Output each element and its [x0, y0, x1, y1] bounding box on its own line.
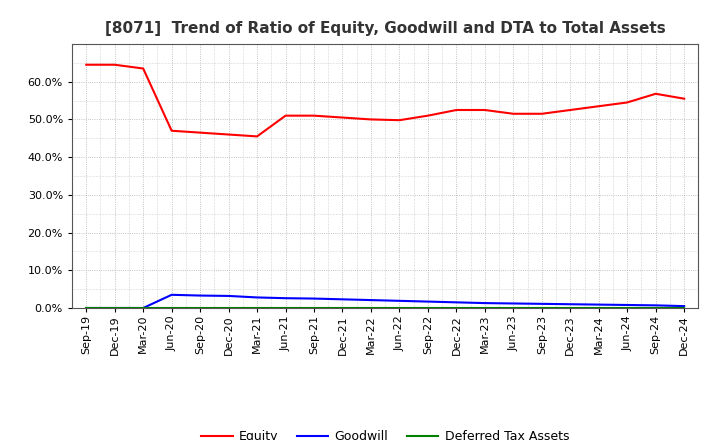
Deferred Tax Assets — [423, 305, 432, 311]
Goodwill — [310, 296, 318, 301]
Deferred Tax Assets — [196, 305, 204, 311]
Equity — [225, 132, 233, 137]
Deferred Tax Assets — [253, 305, 261, 311]
Equity — [652, 91, 660, 96]
Goodwill — [652, 303, 660, 308]
Equity — [509, 111, 518, 117]
Equity — [452, 107, 461, 113]
Line: Equity: Equity — [86, 65, 684, 136]
Goodwill — [680, 304, 688, 309]
Goodwill — [196, 293, 204, 298]
Equity — [82, 62, 91, 67]
Equity — [595, 103, 603, 109]
Goodwill — [595, 302, 603, 307]
Equity — [282, 113, 290, 118]
Deferred Tax Assets — [680, 305, 688, 311]
Goodwill — [82, 305, 91, 311]
Goodwill — [167, 292, 176, 297]
Deferred Tax Assets — [139, 305, 148, 311]
Deferred Tax Assets — [366, 305, 375, 311]
Equity — [366, 117, 375, 122]
Goodwill — [139, 305, 148, 311]
Goodwill — [253, 295, 261, 300]
Goodwill — [366, 297, 375, 303]
Deferred Tax Assets — [509, 305, 518, 311]
Deferred Tax Assets — [310, 305, 318, 311]
Deferred Tax Assets — [225, 305, 233, 311]
Legend: Equity, Goodwill, Deferred Tax Assets: Equity, Goodwill, Deferred Tax Assets — [197, 425, 574, 440]
Deferred Tax Assets — [452, 305, 461, 311]
Goodwill — [282, 296, 290, 301]
Deferred Tax Assets — [338, 305, 347, 311]
Deferred Tax Assets — [652, 305, 660, 311]
Goodwill — [338, 297, 347, 302]
Equity — [110, 62, 119, 67]
Deferred Tax Assets — [537, 305, 546, 311]
Equity — [680, 96, 688, 101]
Equity — [253, 134, 261, 139]
Goodwill — [509, 301, 518, 306]
Deferred Tax Assets — [566, 305, 575, 311]
Title: [8071]  Trend of Ratio of Equity, Goodwill and DTA to Total Assets: [8071] Trend of Ratio of Equity, Goodwil… — [105, 21, 665, 36]
Equity — [310, 113, 318, 118]
Goodwill — [395, 298, 404, 304]
Goodwill — [423, 299, 432, 304]
Goodwill — [225, 293, 233, 299]
Deferred Tax Assets — [623, 305, 631, 311]
Deferred Tax Assets — [82, 305, 91, 311]
Equity — [395, 117, 404, 123]
Deferred Tax Assets — [167, 305, 176, 311]
Equity — [196, 130, 204, 135]
Equity — [566, 107, 575, 113]
Goodwill — [537, 301, 546, 307]
Deferred Tax Assets — [395, 305, 404, 311]
Equity — [139, 66, 148, 71]
Equity — [338, 115, 347, 120]
Deferred Tax Assets — [110, 305, 119, 311]
Goodwill — [452, 300, 461, 305]
Equity — [623, 100, 631, 105]
Line: Goodwill: Goodwill — [86, 295, 684, 308]
Equity — [423, 113, 432, 118]
Deferred Tax Assets — [282, 305, 290, 311]
Equity — [167, 128, 176, 133]
Deferred Tax Assets — [595, 305, 603, 311]
Goodwill — [480, 301, 489, 306]
Goodwill — [623, 302, 631, 308]
Goodwill — [110, 305, 119, 311]
Equity — [537, 111, 546, 117]
Deferred Tax Assets — [480, 305, 489, 311]
Equity — [480, 107, 489, 113]
Goodwill — [566, 301, 575, 307]
